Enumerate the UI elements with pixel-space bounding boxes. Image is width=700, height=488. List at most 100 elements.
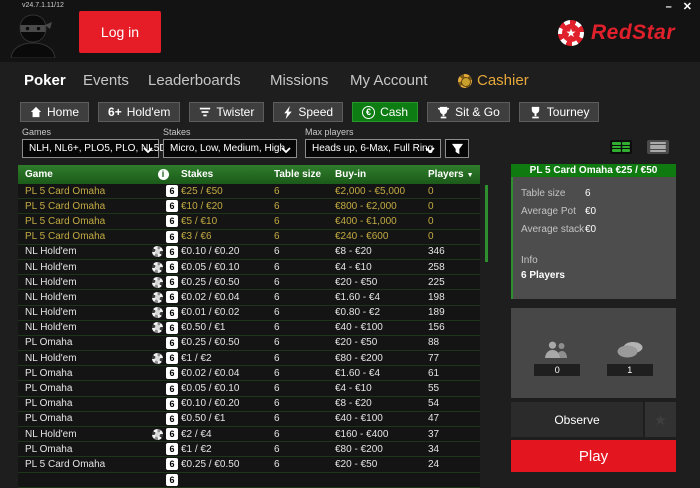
buy-in-value: €1.60 - €4 xyxy=(335,291,381,303)
panel-counters: 0 1 xyxy=(511,308,676,398)
row-icons: 6 xyxy=(146,245,180,258)
table-row[interactable]: NL Hold'em 6 €0.02 / €0.04 6 €1.60 - €4 … xyxy=(18,290,480,306)
minimize-icon[interactable]: – xyxy=(665,1,672,13)
game-name: PL Omaha xyxy=(25,337,73,349)
sixplus-icon: 6+ xyxy=(108,105,122,119)
tab-speed[interactable]: Speed xyxy=(273,102,344,122)
ninja-avatar-icon xyxy=(10,14,56,58)
table-size-value: 6 xyxy=(274,200,280,212)
table-size-value: 6 xyxy=(274,443,280,455)
tab-home[interactable]: Home xyxy=(20,102,90,122)
players-info: 6 Players xyxy=(521,270,565,281)
table-body: PL 5 Card Omaha 6 €25 / €50 6 €2,000 - €… xyxy=(18,184,480,488)
nav-item-my-account[interactable]: My Account xyxy=(350,72,428,89)
funnel-icon xyxy=(451,143,463,154)
table-row[interactable]: NL Hold'em 6 €2 / €4 6 €160 - €400 37 xyxy=(18,427,480,443)
row-icons: 6 xyxy=(146,261,180,274)
stakes-value: €0.05 / €0.10 xyxy=(181,261,240,273)
snap-chip-icon xyxy=(152,352,163,364)
tab-cash[interactable]: € Cash xyxy=(352,102,419,122)
table-row[interactable]: PL Omaha 6 €0.25 / €0.50 6 €20 - €50 88 xyxy=(18,336,480,352)
table-row[interactable]: PL 5 Card Omaha 6 €25 / €50 6 €2,000 - €… xyxy=(18,184,480,200)
seats-badge: 6 xyxy=(166,185,178,198)
table-scrollbar-thumb[interactable] xyxy=(485,185,488,262)
players-count: 88 xyxy=(428,337,440,349)
table-row[interactable]: NL Hold'em 6 €0.01 / €0.02 6 €0.80 - €2 … xyxy=(18,306,480,321)
nav-item-leaderboards[interactable]: Leaderboards xyxy=(148,72,241,89)
buy-in-value: €2,000 - €5,000 xyxy=(335,185,406,197)
column-header-info[interactable]: i xyxy=(146,169,180,180)
avatar[interactable] xyxy=(8,13,58,58)
nav-item-poker[interactable]: Poker xyxy=(24,72,66,89)
stakes-select[interactable]: Micro, Low, Medium, High xyxy=(163,139,297,158)
tab-label: Cash xyxy=(380,105,409,119)
players-count: 346 xyxy=(428,246,445,258)
stakes-value: €0.25 / €0.50 xyxy=(181,458,240,470)
buy-in-value: €0.80 - €2 xyxy=(335,307,381,319)
game-name: NL Hold'em xyxy=(25,276,77,288)
stakes-value: €0.02 / €0.04 xyxy=(181,367,240,379)
login-button[interactable]: Log in xyxy=(79,11,161,53)
table-row[interactable]: PL Omaha 6 €0.50 / €1 6 €40 - €100 47 xyxy=(18,412,480,427)
table-row[interactable]: PL 5 Card Omaha 6 €5 / €10 6 €400 - €1,0… xyxy=(18,214,480,230)
nav-item-cashier[interactable]: Cashier xyxy=(458,72,529,89)
column-header-game[interactable]: Game xyxy=(25,169,53,180)
row-icons: 6 xyxy=(146,291,180,304)
filter-button[interactable] xyxy=(445,139,469,158)
max-players-select[interactable]: Heads up, 6-Max, Full Ring xyxy=(305,139,441,158)
table-row[interactable]: NL Hold'em 6 €0.05 / €0.10 6 €4 - €10 25… xyxy=(18,260,480,276)
stakes-filter-label: Stakes xyxy=(163,127,191,137)
tab-tourney[interactable]: Tourney xyxy=(518,102,600,122)
grid-view-icon[interactable] xyxy=(610,140,632,154)
table-row[interactable]: PL Omaha 6 €1 / €2 6 €80 - €200 34 xyxy=(18,442,480,458)
snap-chip-icon xyxy=(152,246,163,258)
stat-label: Average stack xyxy=(521,224,585,235)
seated-players-group: 0 xyxy=(534,341,581,376)
seated-count: 0 xyxy=(534,363,581,376)
buy-in-value: €4 - €10 xyxy=(335,383,372,395)
games-select[interactable]: NLH, NL6+, PLO5, PLO, NL5D xyxy=(22,139,167,158)
tab-label: Hold'em xyxy=(126,105,171,119)
table-row[interactable]: PL Omaha 6 €0.02 / €0.04 6 €1.60 - €4 61 xyxy=(18,366,480,382)
tab-twister[interactable]: Twister xyxy=(189,102,265,122)
info-icon[interactable]: i xyxy=(157,169,169,180)
column-header-buy-in[interactable]: Buy-in xyxy=(335,169,367,180)
close-icon[interactable]: ✕ xyxy=(682,1,692,13)
stakes-value: €0.02 / €0.04 xyxy=(181,291,240,303)
column-header-players[interactable]: Players ▼ xyxy=(428,169,480,180)
max-players-select-value: Heads up, 6-Max, Full Ring xyxy=(312,143,434,154)
table-row[interactable]: PL Omaha 6 €0.10 / €0.20 6 €8 - €20 54 xyxy=(18,397,480,412)
snap-chip-icon xyxy=(152,276,163,288)
game-name: PL Omaha xyxy=(25,383,73,395)
row-icons: 6 xyxy=(146,412,180,425)
panel-stats: Table size 6 Average Pot €0 Average stac… xyxy=(511,177,676,299)
column-header-stakes[interactable]: Stakes xyxy=(181,169,214,180)
seats-badge: 6 xyxy=(166,261,178,274)
table-row[interactable]: PL 5 Card Omaha 6 €10 / €20 6 €800 - €2,… xyxy=(18,199,480,215)
table-row[interactable]: PL 5 Card Omaha 6 €3 / €6 6 €240 - €600 … xyxy=(18,230,480,245)
nav-item-events[interactable]: Events xyxy=(83,72,129,89)
table-row[interactable]: NL Hold'em 6 €0.50 / €1 6 €40 - €100 156 xyxy=(18,321,480,336)
list-view-icon[interactable] xyxy=(647,140,669,154)
stakes-value: €0.25 / €0.50 xyxy=(181,337,240,349)
tab-holdem[interactable]: 6+ Hold'em xyxy=(98,102,181,122)
table-size-value: 6 xyxy=(274,398,280,410)
table-row[interactable]: 6 xyxy=(18,473,480,488)
table-row[interactable]: NL Hold'em 6 €0.25 / €0.50 6 €20 - €50 2… xyxy=(18,275,480,291)
players-count: 54 xyxy=(428,398,440,410)
stakes-value: €0.50 / €1 xyxy=(181,413,226,425)
table-size-value: 6 xyxy=(274,413,280,425)
tab-sit-and-go[interactable]: Sit & Go xyxy=(427,102,510,122)
nav-item-missions[interactable]: Missions xyxy=(270,72,329,89)
observe-button[interactable]: Observe xyxy=(511,402,643,437)
column-header-table-size[interactable]: Table size xyxy=(274,169,322,180)
table-row[interactable]: NL Hold'em 6 €0.10 / €0.20 6 €8 - €20 34… xyxy=(18,245,480,260)
seats-badge: 6 xyxy=(166,473,178,486)
table-row[interactable]: NL Hold'em 6 €1 / €2 6 €80 - €200 77 xyxy=(18,351,480,367)
table-row[interactable]: PL 5 Card Omaha 6 €0.25 / €0.50 6 €20 - … xyxy=(18,457,480,473)
players-count: 34 xyxy=(428,443,440,455)
play-button[interactable]: Play xyxy=(511,440,676,472)
favorite-star-icon[interactable]: ★ xyxy=(645,402,676,437)
table-row[interactable]: PL Omaha 6 €0.05 / €0.10 6 €4 - €10 55 xyxy=(18,381,480,397)
stakes-select-value: Micro, Low, Medium, High xyxy=(170,143,286,154)
